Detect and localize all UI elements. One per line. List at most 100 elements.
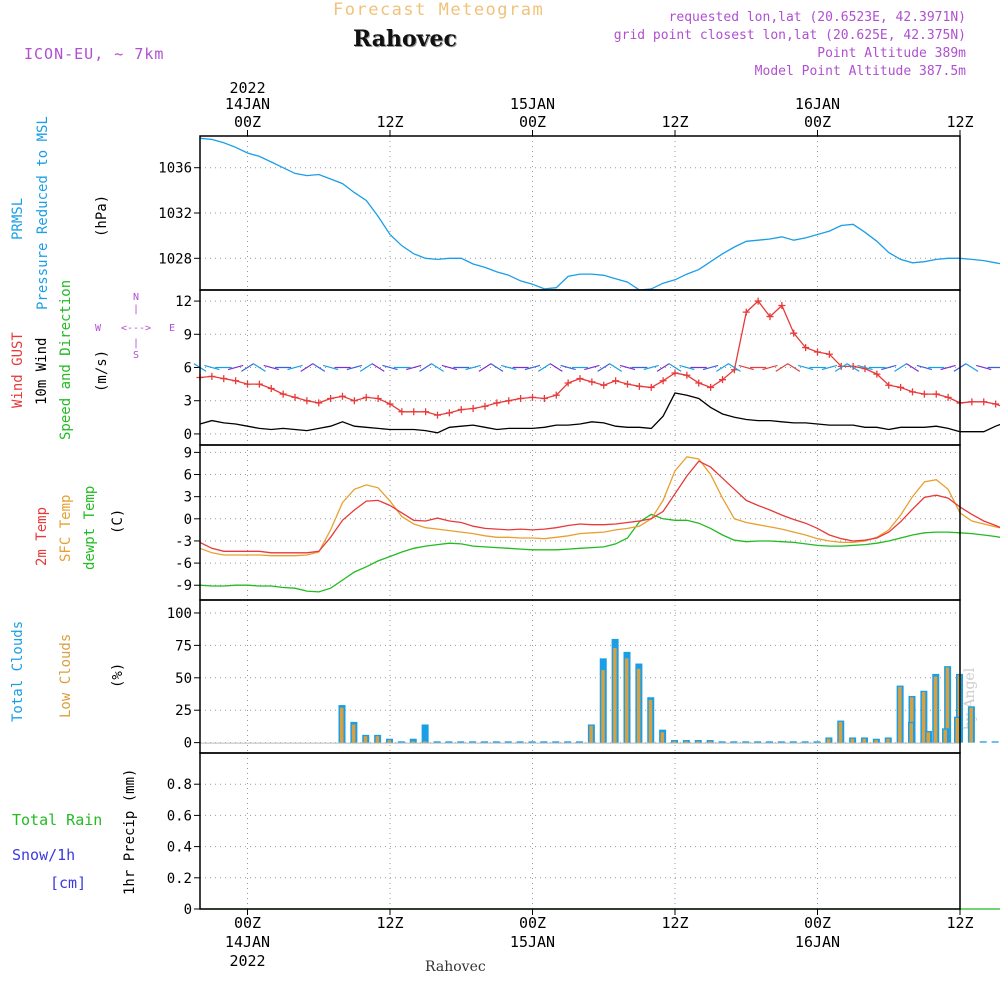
low-clouds-bar — [969, 707, 973, 743]
y-tick-label-pressure: 1028 — [158, 251, 192, 267]
y-tick-label-temp: 3 — [184, 490, 192, 506]
wind-direction-arrow — [312, 363, 326, 372]
low-clouds-bar — [613, 647, 617, 743]
model-name: ICON-EU, ~ 7km — [24, 45, 165, 63]
y-tick-label-clouds: 100 — [167, 606, 192, 622]
wind-gust-marker — [374, 395, 382, 402]
total-clouds-bar — [682, 740, 690, 743]
total-clouds-bar — [528, 741, 536, 743]
low-clouds-bar — [660, 732, 665, 743]
low-clouds-bar — [933, 676, 938, 743]
wind-gust-marker — [540, 395, 548, 402]
wind-gust-marker — [624, 380, 631, 388]
total-clouds-bar — [671, 740, 678, 743]
low-clouds-bar — [909, 723, 913, 743]
wind-gust-marker — [707, 383, 715, 391]
compass-n: N — [133, 292, 139, 303]
pressure-line — [199, 137, 1000, 291]
low-clouds-bar — [955, 717, 959, 743]
bottom-time-label: 00Z — [804, 914, 831, 932]
wind-direction-arrow — [431, 363, 444, 372]
total-clouds-bar — [409, 738, 417, 743]
footer-location: Rahovec — [425, 959, 486, 975]
y-tick-label-temp: -3 — [175, 534, 192, 550]
total-clouds-bar — [433, 741, 441, 743]
y-tick-label-clouds: 25 — [175, 703, 192, 719]
top-date-label: 15JAN — [510, 95, 555, 113]
low-clouds-bar — [850, 738, 855, 743]
wind-gust-marker — [814, 348, 821, 356]
low-clouds-bar — [910, 697, 914, 743]
pressure-unit: (hPa) — [94, 195, 110, 237]
low-clouds-bar — [838, 721, 843, 743]
wind-gust-marker — [529, 393, 536, 401]
wind-direction-arrow — [702, 364, 719, 371]
low-clouds-bar — [363, 736, 368, 743]
wind-gust-marker — [909, 388, 916, 396]
total-clouds-bar — [766, 741, 773, 743]
y-tick-label-wind: 12 — [175, 294, 192, 310]
top-date-label: 16JAN — [795, 95, 840, 113]
panel-frame-clouds — [199, 599, 961, 754]
temp-label-dewpt: dewpt Temp — [82, 486, 98, 570]
low-clouds-bar — [423, 741, 427, 743]
low-clouds-bar — [708, 741, 712, 743]
wind-gust-marker — [992, 400, 1000, 408]
wind-direction-arrow — [643, 364, 659, 371]
clouds-label-low: Low Clouds — [58, 634, 74, 718]
total-clouds-bar — [481, 741, 488, 743]
wind-direction-arrow — [619, 364, 636, 371]
y-tick-label-wind: 3 — [184, 394, 192, 410]
wind-gust-marker — [208, 372, 216, 380]
precip-unit: 1hr Precip (mm) — [122, 769, 138, 895]
total-clouds-bar — [564, 741, 572, 743]
wind-direction-arrow — [679, 364, 695, 371]
top-time-label: 12Z — [946, 113, 973, 131]
wind-gust-marker — [695, 379, 703, 387]
wind-direction-arrow — [881, 364, 897, 371]
total-clouds-bar — [777, 741, 785, 743]
wind-gust-marker — [742, 308, 750, 316]
location-title: Rahovec — [353, 26, 457, 52]
wind-gust-marker — [410, 408, 418, 416]
wind-gust-marker — [671, 369, 679, 377]
compass-bar-top: | — [133, 304, 139, 315]
wind-direction-arrow — [524, 364, 541, 371]
y-tick-label-temp: 6 — [184, 468, 192, 484]
low-clouds-bar — [921, 692, 926, 743]
low-clouds-bar — [375, 736, 380, 743]
wind-direction-arrow — [597, 363, 611, 372]
point-altitude: Point Altitude 389m — [817, 46, 966, 61]
wind-gust-marker — [885, 381, 893, 389]
wind-labels: Wind GUST 10m Wind Speed and Direction (m/s… — [10, 280, 175, 440]
y-tick-label-temp: 9 — [184, 445, 192, 461]
total-clouds-bar — [457, 741, 465, 743]
wind-direction-arrow — [300, 363, 314, 372]
wind-direction-arrow — [382, 364, 398, 371]
clouds-unit: (%) — [110, 663, 126, 688]
low-clouds-bar — [589, 725, 593, 743]
bottom-time-label: 12Z — [946, 914, 973, 932]
precip-label-rain: Total Rain — [12, 811, 102, 829]
wind-direction-arrow — [406, 364, 422, 371]
bottom-date-label: 15JAN — [510, 933, 555, 951]
total-clouds-bar — [706, 740, 714, 743]
low-clouds-bar — [387, 740, 391, 743]
wind-gust-marker — [362, 393, 370, 401]
wind-direction-arrow — [787, 363, 801, 372]
wind-gust-marker — [766, 313, 774, 321]
bottom-time-label: 12Z — [661, 914, 688, 932]
total-clouds-bar — [789, 741, 797, 743]
wind-direction-arrow — [549, 363, 563, 372]
y-tick-label-precip: 0.2 — [167, 871, 192, 887]
total-clouds-bar — [504, 741, 512, 743]
wind-gust-marker — [944, 393, 952, 401]
low-clouds-bar — [340, 707, 344, 743]
precip-label-snow: Snow/1h — [12, 846, 75, 864]
wind-gust-marker — [576, 375, 584, 383]
wind-direction-arrow — [241, 363, 254, 372]
total-clouds-bar — [991, 741, 999, 743]
low-clouds-bar — [684, 741, 688, 743]
